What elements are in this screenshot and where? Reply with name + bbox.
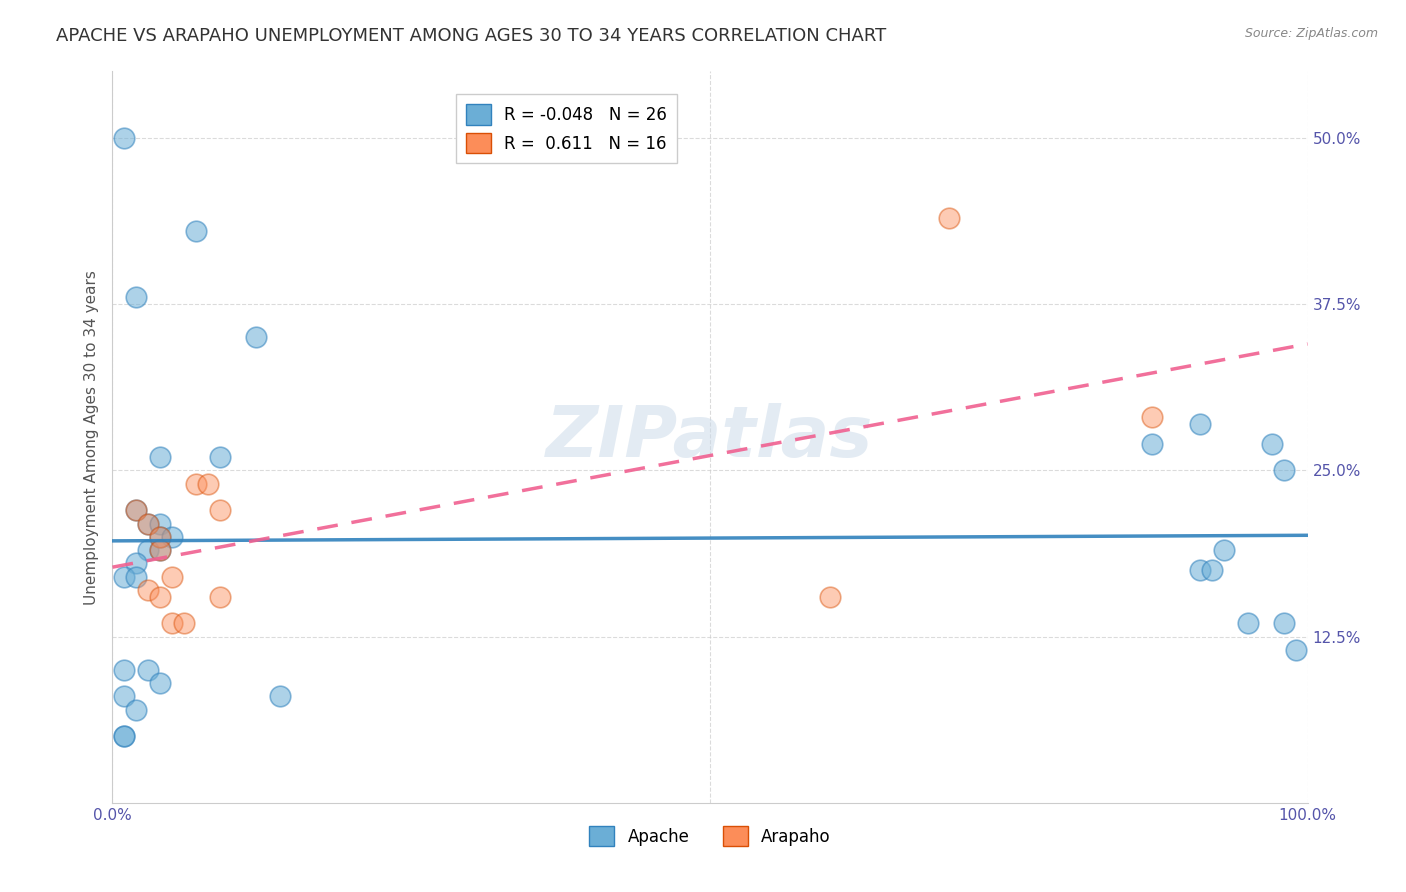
Point (125, 290, 148, 304)
Point (114, 729, 135, 743)
Point (209, 590, 232, 604)
Point (114, 570, 135, 584)
Text: APACHE VS ARAPAHO UNEMPLOYMENT AMONG AGES 30 TO 34 YEARS CORRELATION CHART: APACHE VS ARAPAHO UNEMPLOYMENT AMONG AGE… (56, 27, 887, 45)
Point (149, 676, 172, 690)
Point (938, 211, 960, 225)
Point (149, 543, 172, 558)
Point (245, 330, 267, 344)
Point (186, 476, 208, 491)
Point (1237, 616, 1260, 631)
Point (125, 503, 148, 517)
Point (114, 131, 135, 145)
Point (125, 503, 148, 517)
Point (162, 616, 183, 631)
Legend: Apache, Arapaho: Apache, Arapaho (582, 820, 838, 853)
Point (186, 224, 208, 238)
Point (1201, 563, 1223, 577)
Y-axis label: Unemployment Among Ages 30 to 34 years: Unemployment Among Ages 30 to 34 years (83, 269, 98, 605)
Point (197, 476, 219, 491)
Point (138, 663, 160, 677)
Point (1189, 563, 1212, 577)
Point (209, 450, 232, 464)
Point (1213, 543, 1236, 558)
Point (149, 530, 172, 544)
Point (1189, 417, 1212, 431)
Point (1272, 463, 1295, 477)
Point (138, 543, 160, 558)
Point (149, 543, 172, 558)
Point (149, 590, 172, 604)
Point (818, 590, 841, 604)
Point (138, 582, 160, 597)
Text: ZIPatlas: ZIPatlas (547, 402, 873, 472)
Point (149, 516, 172, 531)
Point (125, 570, 148, 584)
Point (114, 729, 135, 743)
Point (138, 516, 160, 531)
Point (173, 616, 195, 631)
Point (162, 570, 183, 584)
Point (1142, 436, 1164, 450)
Point (162, 530, 183, 544)
Point (269, 690, 291, 704)
Point (1261, 436, 1284, 450)
Point (1272, 616, 1295, 631)
Point (114, 690, 135, 704)
Point (114, 663, 135, 677)
Point (138, 516, 160, 531)
Point (149, 530, 172, 544)
Text: Source: ZipAtlas.com: Source: ZipAtlas.com (1244, 27, 1378, 40)
Point (209, 503, 232, 517)
Point (149, 450, 172, 464)
Point (125, 703, 148, 717)
Point (125, 557, 148, 571)
Point (1285, 643, 1308, 657)
Point (1142, 410, 1164, 425)
